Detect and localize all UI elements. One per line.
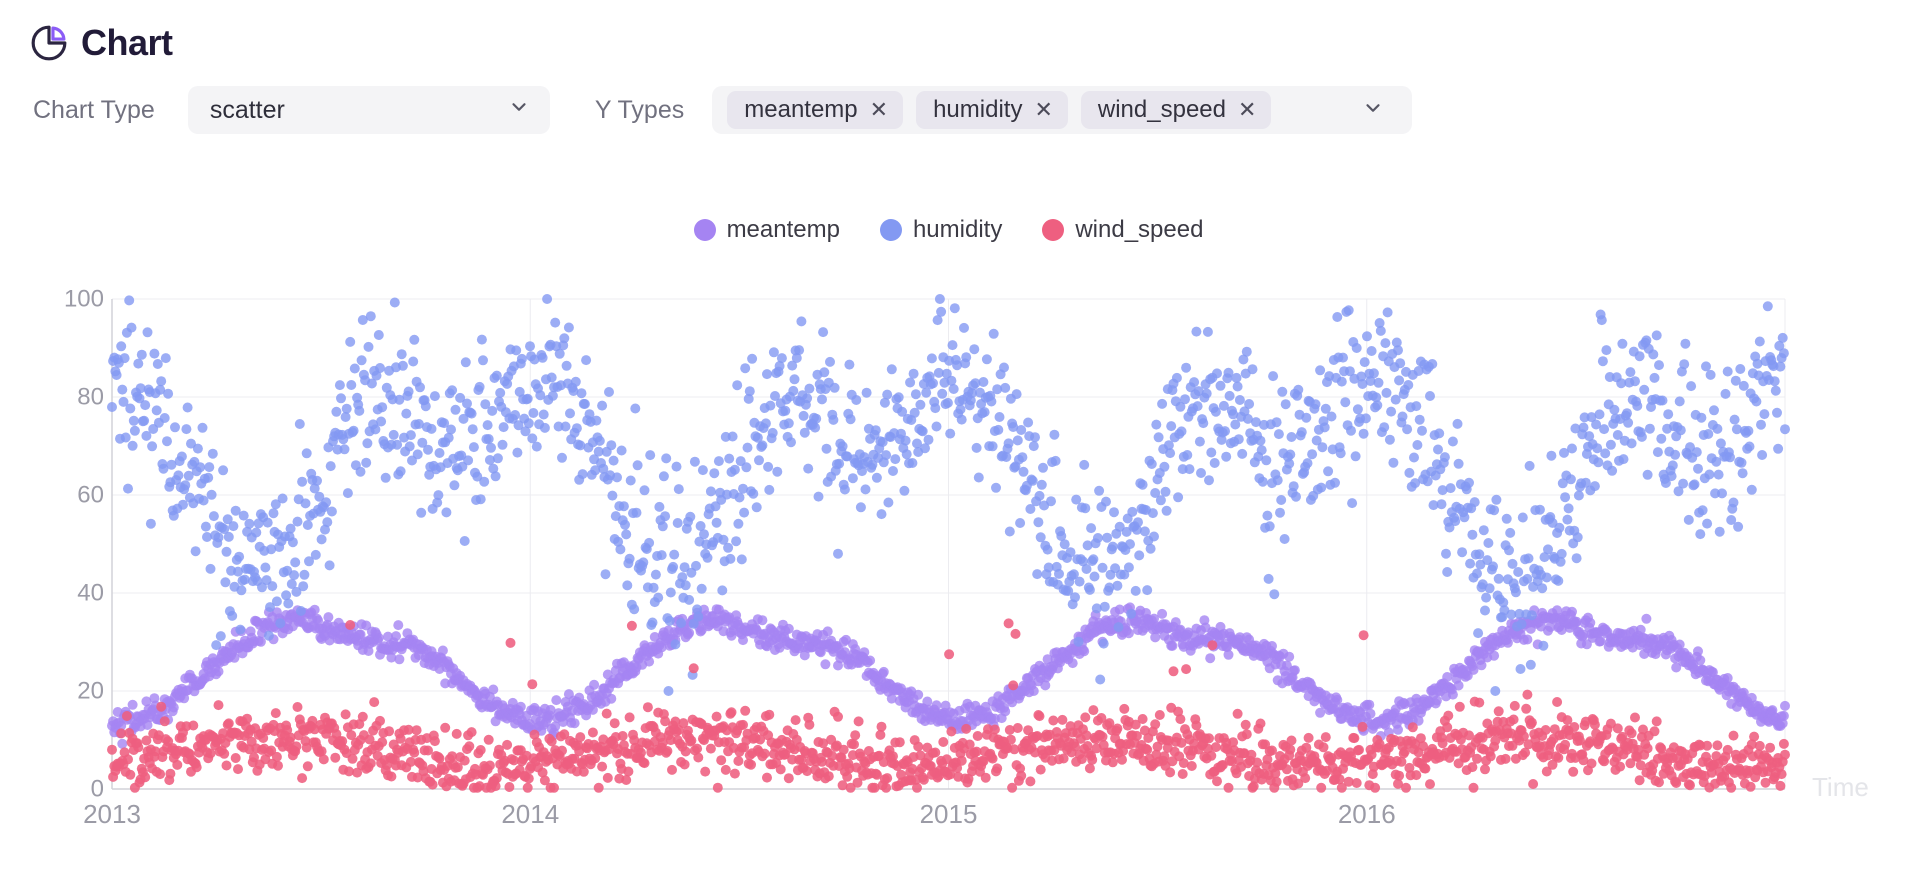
pie-chart-icon bbox=[30, 24, 68, 62]
y-types-multiselect[interactable]: meantemp ✕ humidity ✕ wind_speed ✕ bbox=[712, 86, 1413, 134]
axis-tick-labels: 0 20 40 60 80 100 2013 2014 2015 2016 Time bbox=[64, 286, 1869, 830]
y-tick-label: 40 bbox=[77, 580, 104, 607]
x-tick-label: 2013 bbox=[83, 799, 141, 829]
legend-label: wind_speed bbox=[1075, 216, 1204, 243]
legend-item-meantemp[interactable]: meantemp bbox=[693, 216, 840, 244]
ytype-tag-humidity: humidity ✕ bbox=[916, 91, 1068, 129]
series-wind_speed-points bbox=[107, 618, 1790, 793]
chart-controls: Chart Type scatter Y Types meantemp ✕ humi… bbox=[33, 86, 1413, 134]
ytype-tag-label: wind_speed bbox=[1097, 96, 1226, 123]
legend-item-humidity[interactable]: humidity bbox=[879, 216, 1003, 244]
chevron-down-icon bbox=[1362, 97, 1384, 124]
chart-type-select[interactable]: scatter bbox=[187, 86, 550, 134]
x-tick-label: 2016 bbox=[1338, 799, 1396, 829]
page-header: Chart bbox=[30, 22, 173, 64]
ytype-tag-meantemp: meantemp ✕ bbox=[727, 91, 904, 129]
chart-axes bbox=[111, 299, 1785, 790]
legend-label: meantemp bbox=[726, 216, 840, 243]
x-tick-label: 2015 bbox=[920, 799, 978, 829]
legend-item-wind_speed[interactable]: wind_speed bbox=[1042, 216, 1203, 244]
ytype-tag-wind_speed: wind_speed ✕ bbox=[1080, 91, 1272, 129]
chart-legend: meantemp humidity wind_speed bbox=[112, 216, 1785, 244]
y-tick-label: 60 bbox=[77, 482, 104, 509]
y-tick-label: 20 bbox=[77, 678, 104, 705]
legend-swatch-meantemp bbox=[693, 219, 716, 241]
ytype-tag-label: humidity bbox=[933, 96, 1023, 123]
x-axis-title: Time bbox=[1812, 772, 1869, 802]
y-types-label: Y Types bbox=[594, 95, 685, 124]
series-humidity-points bbox=[107, 294, 1790, 696]
remove-ytype-button[interactable]: ✕ bbox=[869, 97, 889, 122]
ytype-tag-label: meantemp bbox=[744, 96, 858, 123]
page-title: Chart bbox=[81, 22, 173, 63]
y-tick-label: 100 bbox=[64, 286, 104, 313]
y-tick-label: 0 bbox=[91, 776, 104, 803]
chart-type-label: Chart Type bbox=[33, 95, 155, 124]
legend-label: humidity bbox=[912, 216, 1003, 243]
chevron-down-icon bbox=[508, 96, 530, 125]
y-tick-label: 80 bbox=[77, 384, 104, 411]
legend-swatch-wind_speed bbox=[1042, 219, 1065, 241]
chart-type-value: scatter bbox=[209, 95, 285, 124]
remove-ytype-button[interactable]: ✕ bbox=[1034, 97, 1053, 122]
legend-swatch-humidity bbox=[879, 219, 902, 241]
x-tick-label: 2014 bbox=[501, 799, 559, 829]
remove-ytype-button[interactable]: ✕ bbox=[1238, 97, 1257, 122]
